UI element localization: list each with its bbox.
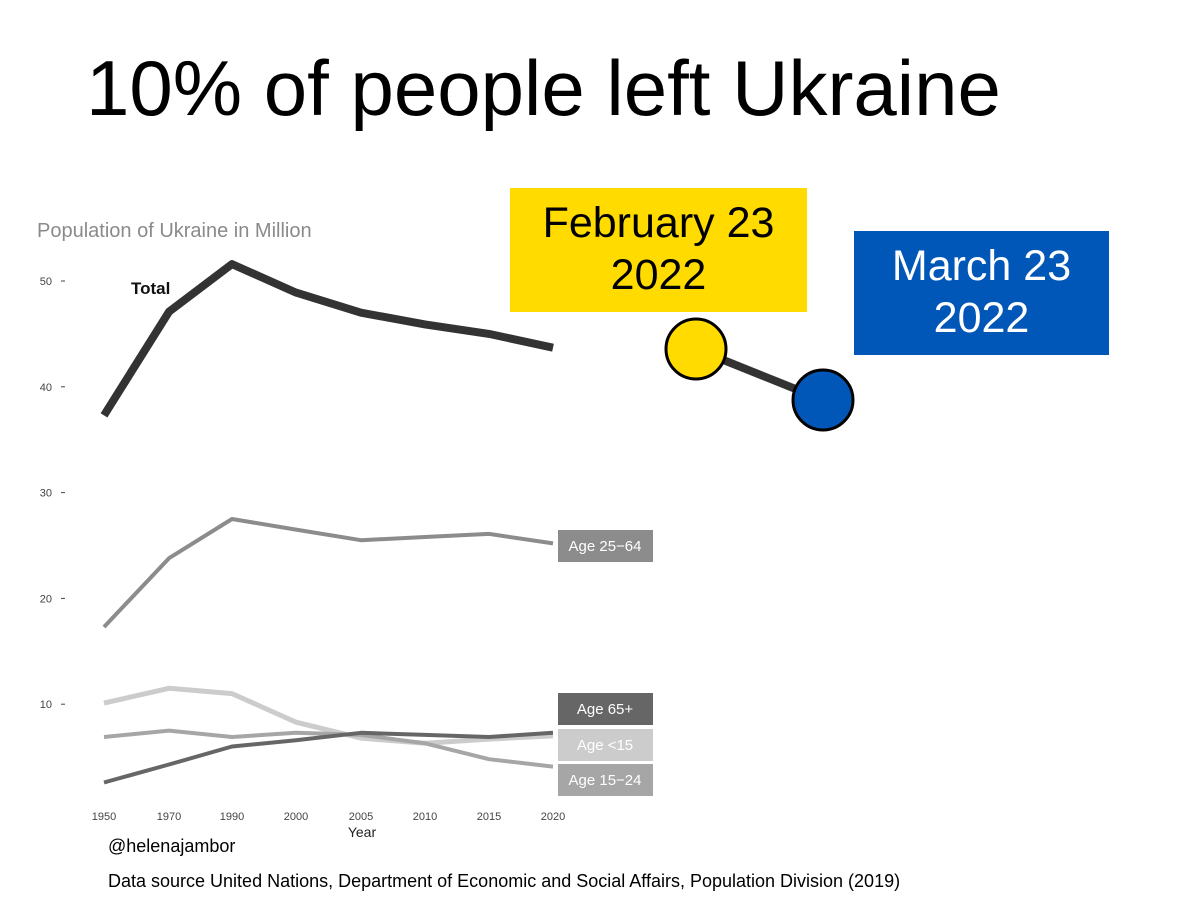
annotation-layer bbox=[664, 317, 855, 432]
march-callout: March 23 2022 bbox=[854, 231, 1109, 355]
series-layer bbox=[100, 260, 554, 785]
x-tick-label: 1990 bbox=[220, 811, 244, 823]
february-callout: February 23 2022 bbox=[510, 188, 807, 312]
march-callout-year: 2022 bbox=[933, 294, 1030, 342]
series-label-total: Total bbox=[131, 279, 170, 298]
series-label-text-4: Age 15−24 bbox=[569, 772, 642, 789]
x-tick-label: 2015 bbox=[477, 811, 501, 823]
x-axis: 1950 1970 1990 2000 2005 2010 2015 2020 Year bbox=[92, 811, 565, 840]
y-tick-label: 50 bbox=[40, 276, 52, 288]
y-tick-label: 10 bbox=[40, 699, 52, 711]
series-label-box-3 bbox=[558, 729, 653, 761]
x-tick-label: 2010 bbox=[413, 811, 437, 823]
x-tick-label: 2000 bbox=[284, 811, 308, 823]
series-label-text-3: Age <15 bbox=[577, 737, 633, 754]
series-label-layer: Total Age 25−64 Age 65+ Age <15 Age 15−24 bbox=[131, 279, 653, 796]
series-label-box-4 bbox=[558, 764, 653, 796]
series-line-2 bbox=[103, 730, 554, 785]
series-line-3 bbox=[103, 685, 554, 746]
march-callout-date: March 23 bbox=[891, 242, 1072, 291]
series-line-0 bbox=[100, 260, 554, 418]
february-callout-year: 2022 bbox=[610, 251, 707, 299]
series-label-text-2: Age 65+ bbox=[577, 701, 634, 718]
y-tick-label: 40 bbox=[40, 382, 52, 394]
series-label-box-1 bbox=[558, 530, 653, 562]
series-label-box-2 bbox=[558, 693, 653, 725]
february-callout-date: February 23 bbox=[542, 199, 775, 248]
x-tick-label: 2005 bbox=[349, 811, 373, 823]
data-source: Data source United Nations, Department o… bbox=[108, 871, 901, 891]
y-tick-label: 20 bbox=[40, 593, 52, 605]
series-line-4 bbox=[103, 728, 554, 769]
author-handle: @helenajambor bbox=[108, 836, 236, 856]
slide-title: 10% of people left Ukraine bbox=[86, 44, 1001, 132]
y-tick-label: 30 bbox=[40, 488, 52, 500]
x-tick-label: 1950 bbox=[92, 811, 116, 823]
annotation-mar-marker bbox=[791, 368, 855, 432]
annotation-feb-marker bbox=[664, 317, 728, 381]
y-axis: 10 20 30 40 50 bbox=[40, 276, 65, 711]
x-tick-label: 2020 bbox=[541, 811, 565, 823]
series-line-1 bbox=[102, 517, 554, 629]
chart-title: Population of Ukraine in Million bbox=[37, 220, 312, 242]
x-tick-label: 1970 bbox=[157, 811, 181, 823]
series-label-text-1: Age 25−64 bbox=[569, 538, 642, 555]
x-axis-label: Year bbox=[348, 824, 377, 840]
